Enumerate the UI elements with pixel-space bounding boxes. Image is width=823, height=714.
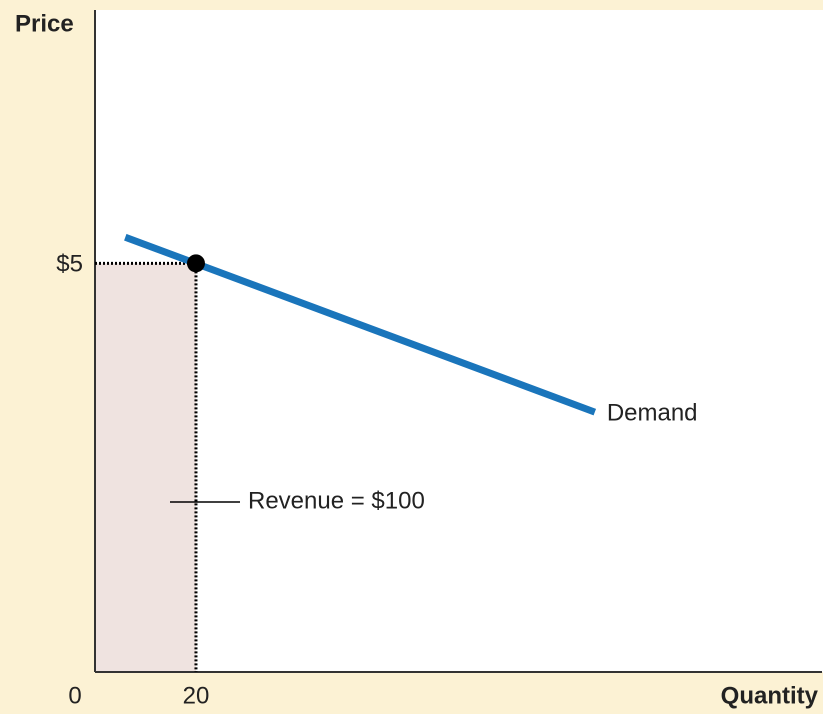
y-tick-label: $5	[56, 251, 83, 278]
y-axis-label: Price	[15, 10, 74, 37]
annotation: Revenue = $100	[248, 487, 425, 514]
x-axis-label: Quantity	[721, 682, 819, 709]
series-label: Demand	[607, 399, 698, 426]
revenue-area	[95, 263, 196, 672]
x-tick-label: 0	[68, 682, 81, 709]
point-marker	[186, 254, 205, 273]
plot-area	[95, 10, 823, 672]
x-tick-label: 20	[183, 682, 210, 709]
